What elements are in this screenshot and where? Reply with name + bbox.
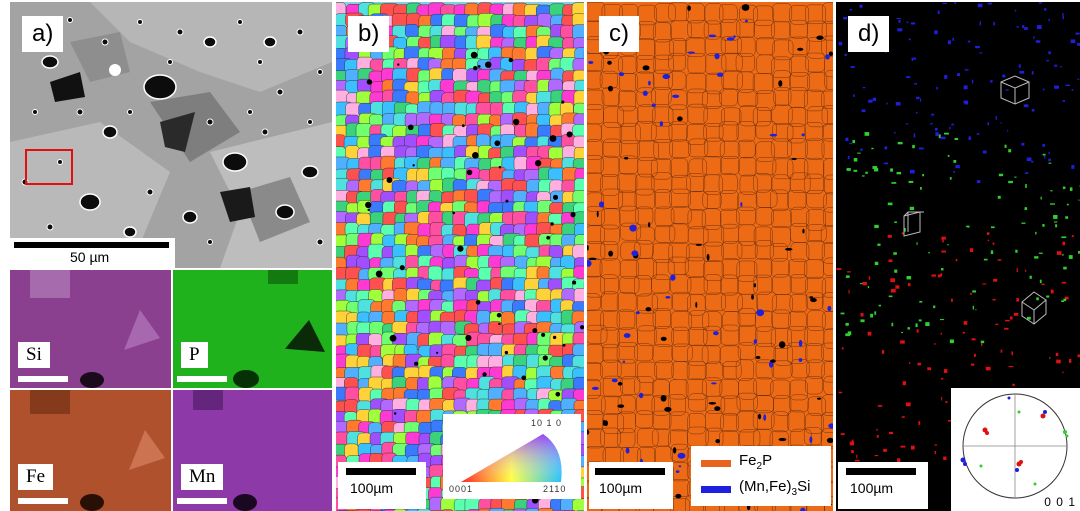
- panel-c-label: c): [599, 16, 639, 52]
- ipf-scale-bar: [346, 468, 416, 475]
- phase-scale-bar: [595, 468, 665, 475]
- ipf-triangle: [461, 434, 562, 482]
- pole-figure-plot: [960, 393, 1069, 499]
- mn-dark-corner: [193, 390, 223, 410]
- legend-label-fe2p: Fe2P: [739, 452, 773, 472]
- fe-bright-grain: [129, 430, 165, 470]
- sem-scale-label: 50 µm: [70, 249, 110, 265]
- eds-scale-si: [18, 376, 68, 382]
- orient-scale-bar: [846, 468, 916, 475]
- phase-grain-map: [587, 2, 833, 511]
- sem-micrograph: [10, 2, 332, 268]
- p-dark-corner: [268, 270, 298, 284]
- eds-map-p: P: [173, 270, 332, 388]
- legend-swatch-mnfe3si: [701, 486, 731, 493]
- panel-d-label: d): [848, 16, 890, 52]
- eds-map-fe: Fe: [10, 390, 171, 511]
- orientation-dot-map: [836, 2, 1080, 465]
- eds-scale-mn: [177, 498, 227, 504]
- ipf-scale-label: 100µm: [350, 480, 394, 496]
- fe-dark-spot: [80, 494, 104, 511]
- ipf-grain-map: [336, 2, 584, 511]
- legend-swatch-fe2p: [701, 460, 731, 467]
- eds-map-mn: Mn: [173, 390, 332, 511]
- orient-scale-label: 100µm: [850, 480, 894, 496]
- ipf-key-right: 2110: [543, 484, 567, 494]
- panel-a-sem: a) 50 µm: [10, 2, 332, 268]
- si-grain-region: [124, 310, 160, 350]
- eds-label-p: P: [181, 342, 208, 368]
- sem-scale-bar: [14, 242, 169, 248]
- phase-legend: Fe2P (Mn,Fe)3Si: [691, 446, 831, 506]
- eds-label-fe: Fe: [18, 464, 53, 490]
- unit-cell-icons: [903, 75, 1047, 325]
- pole-figure-label: 0 0 1: [1044, 495, 1076, 509]
- eds-scale-p: [177, 376, 227, 382]
- ipf-color-key: 10 1 0 0001 2110: [443, 414, 581, 499]
- panel-b-label: b): [348, 16, 390, 52]
- eds-label-mn: Mn: [181, 464, 224, 490]
- eds-map-si: Si: [10, 270, 171, 388]
- phase-scale-label: 100µm: [599, 480, 643, 496]
- eds-label-si: Si: [18, 342, 50, 368]
- ipf-key-left: 0001: [449, 484, 474, 494]
- panel-b-ipf-map: b) 100µm 10 1 0 0001 2110: [336, 2, 584, 511]
- panel-c-phase-map: c) 100µm Fe2P (Mn,Fe)3Si: [587, 2, 833, 511]
- fe-dark-corner: [30, 390, 70, 414]
- panel-a-label: a): [22, 16, 64, 52]
- pole-figure: 0 0 1: [951, 388, 1080, 511]
- p-dark-triangle: [285, 320, 325, 352]
- legend-label-mnfe3si: (Mn,Fe)3Si: [739, 478, 811, 498]
- si-bright-region: [30, 270, 70, 298]
- ipf-key-top: 10 1 0: [531, 418, 563, 428]
- panel-d-orientation-map: d) 100µm 0 0 1: [836, 2, 1080, 511]
- si-dark-spot: [80, 372, 104, 388]
- mn-dark-spot: [233, 494, 257, 511]
- eds-scale-fe: [18, 498, 68, 504]
- p-dark-spot: [233, 370, 259, 388]
